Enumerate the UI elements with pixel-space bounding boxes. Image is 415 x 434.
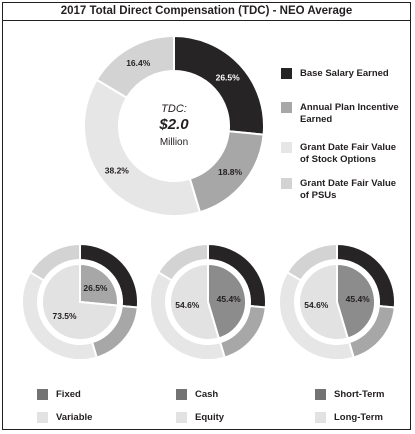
chart-frame: 2017 Total Direct Compensation (TDC) - N… xyxy=(2,2,411,430)
tdc-center-label: TDC: $2.0 Million xyxy=(140,103,208,150)
legend-swatch-psus xyxy=(281,178,292,189)
legend-label-base-salary: Base Salary Earned xyxy=(300,68,389,79)
slice-psus xyxy=(95,34,175,100)
legend-swatch-variable xyxy=(37,412,48,423)
legend-label-short-term: Short-Term xyxy=(334,389,385,400)
legend-swatch-equity xyxy=(176,412,187,423)
legend-label-annual-plan: Annual Plan Incentive Earned xyxy=(300,102,399,125)
legend-swatch-base-salary xyxy=(281,68,292,79)
legend-label-variable: Variable xyxy=(56,412,93,423)
ring-cash-psus xyxy=(156,242,209,282)
legend-swatch-annual-plan xyxy=(281,102,292,113)
data-label-short-term: 45.4% xyxy=(346,294,371,304)
legend-swatch-fixed xyxy=(37,389,48,400)
slice-short-term xyxy=(336,262,376,340)
data-label-equity: 54.6% xyxy=(175,300,200,310)
data-label-annual-plan: 18.8% xyxy=(218,167,243,177)
data-label-fixed: 26.5% xyxy=(83,283,108,293)
data-label-variable: 73.5% xyxy=(52,311,77,321)
legend-label-equity: Equity xyxy=(195,412,225,423)
data-label-base-salary: 26.5% xyxy=(216,72,241,82)
tdc-label: TDC: xyxy=(161,103,187,115)
ring-fixed-psus xyxy=(28,242,81,282)
slice-fixed xyxy=(79,262,119,307)
legend-label-long-term: Long-Term xyxy=(334,412,383,423)
legend-swatch-long-term xyxy=(315,412,326,423)
slice-equity xyxy=(169,262,221,341)
slice-cash xyxy=(207,262,247,340)
tdc-unit: Million xyxy=(159,137,189,148)
ring-short-term-psus xyxy=(285,242,338,282)
legend-swatch-stock-options xyxy=(281,142,292,153)
tdc-amount: $2.0 xyxy=(159,116,189,133)
data-label-stock-options: 38.2% xyxy=(105,166,130,176)
slice-stock-options xyxy=(83,78,202,217)
data-label-long-term: 54.6% xyxy=(304,300,329,310)
data-label-cash: 45.4% xyxy=(217,294,242,304)
slice-variable xyxy=(41,262,119,341)
legend-label-psus: Grant Date Fair Value of PSUs xyxy=(300,178,397,201)
legend-label-fixed: Fixed xyxy=(56,389,81,400)
data-label-psus: 16.4% xyxy=(126,58,151,68)
chart-title: 2017 Total Direct Compensation (TDC) - N… xyxy=(3,3,410,21)
legend-swatch-short-term xyxy=(315,389,326,400)
legend-label-stock-options: Grant Date Fair Value of Stock Options xyxy=(300,142,397,165)
legend-swatch-cash xyxy=(176,389,187,400)
slice-long-term xyxy=(298,262,350,341)
legend-label-cash: Cash xyxy=(195,389,219,400)
